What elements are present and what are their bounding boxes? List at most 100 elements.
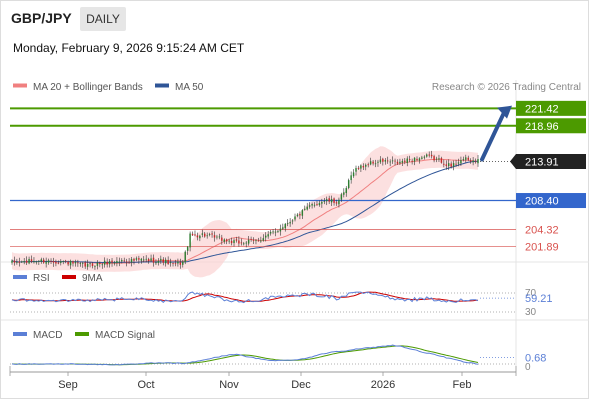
level-label-4: 201.89 [525, 242, 559, 254]
candle-body [135, 258, 138, 260]
candle-body [235, 239, 238, 241]
candle-body [213, 235, 216, 238]
candle-body [91, 263, 94, 267]
candle-body [179, 262, 182, 265]
candle-body [269, 232, 272, 234]
rsi-line [11, 291, 479, 304]
timestamp: Monday, February 9, 2026 9:15:24 AM CET [13, 41, 245, 55]
x-tick-label: Oct [137, 379, 154, 391]
level-label-3: 204.32 [525, 224, 559, 236]
candle-body [301, 210, 304, 216]
candle-body [82, 262, 84, 264]
candle-body [130, 259, 133, 263]
x-tick-label: Nov [219, 379, 239, 391]
moving-averages [11, 158, 479, 264]
candle-body [128, 261, 130, 263]
legend-swatch-ma50 [155, 83, 169, 88]
candle-body [406, 158, 408, 163]
candle-body [357, 167, 360, 169]
rsi-legend: RSI 9MA [13, 273, 103, 284]
candle-body [365, 164, 367, 167]
candle-body [467, 157, 469, 160]
candle-body [299, 214, 301, 216]
ma20-line [11, 158, 479, 264]
candle-body [221, 237, 223, 241]
level-label-1: 218.96 [525, 121, 559, 133]
candle-body [367, 164, 369, 166]
bollinger-band [12, 146, 478, 278]
candle-body [321, 201, 323, 204]
candle-body [35, 261, 38, 263]
candle-body [386, 160, 389, 162]
candle-body [396, 161, 399, 164]
candle-body [113, 262, 116, 264]
candle-body [343, 192, 345, 195]
candle-body [284, 223, 286, 229]
legend-label-ma20: MA 20 + Bollinger Bands [33, 82, 143, 93]
candle-body [404, 160, 406, 162]
price-tags: 221.42 218.96 208.40 204.32 201.89 213.91 [480, 100, 586, 254]
candle-body [30, 259, 33, 262]
candle-body [62, 261, 64, 262]
legend-label-ma50: MA 50 [175, 82, 204, 93]
candle-body [101, 264, 104, 266]
candle-body [438, 158, 440, 160]
candle-body [355, 168, 357, 172]
candle-body [360, 165, 362, 169]
candle-body [33, 261, 35, 263]
candle-body [116, 260, 118, 264]
candle-body [296, 214, 299, 216]
candle-body [418, 158, 421, 161]
candle-body [138, 258, 140, 260]
candle-body [28, 258, 30, 264]
candle-body [447, 163, 450, 167]
candle-body [247, 239, 250, 244]
legend-label-macd-signal: MACD Signal [95, 330, 155, 341]
candle-body [152, 257, 155, 263]
candle-body [465, 157, 467, 160]
candle-body [391, 160, 394, 162]
x-tick-label: 2026 [371, 379, 395, 391]
candle-body [333, 198, 335, 203]
candle-body [318, 203, 321, 206]
candle-body [350, 175, 352, 181]
candle-body [316, 204, 318, 205]
symbol-title: GBP/JPY [11, 10, 72, 26]
candle-body [328, 198, 330, 202]
candle-body [218, 236, 221, 238]
candle-body [289, 222, 291, 224]
rsi-panel: 70 30 59.21 [10, 288, 553, 318]
candle-body [145, 258, 147, 260]
candle-body [382, 158, 384, 162]
candle-body [372, 161, 374, 164]
legend-swatch-rsi-ma [62, 275, 76, 279]
candle-body [123, 260, 125, 262]
candle-body [140, 258, 143, 261]
candle-body [286, 223, 289, 225]
candle-body [125, 261, 128, 263]
candle-body [211, 233, 213, 235]
candle-body [423, 156, 426, 158]
candle-body [450, 163, 452, 167]
candle-body [233, 240, 235, 244]
main-legend: MA 20 + Bollinger Bands MA 50 [13, 82, 204, 93]
period-button[interactable]: DAILY [80, 7, 126, 31]
candle-body [416, 158, 418, 161]
candle-body [340, 194, 343, 200]
candle-body [204, 233, 206, 237]
candle-body [267, 234, 269, 237]
candle-body [69, 260, 72, 266]
rsi-last-value: 59.21 [525, 293, 553, 305]
candle-body [262, 238, 265, 241]
candle-body [79, 263, 82, 264]
candle-body [323, 201, 326, 202]
candle-body [394, 160, 396, 162]
candle-body [47, 260, 50, 263]
candle-body [413, 157, 416, 162]
macd-legend: MACD MACD Signal [13, 330, 155, 341]
legend-swatch-macd-signal [75, 332, 89, 336]
x-axis: Sep Oct Nov Dec 2026 Feb [9, 366, 517, 391]
candle-body [184, 251, 186, 263]
candle-body [118, 261, 121, 263]
